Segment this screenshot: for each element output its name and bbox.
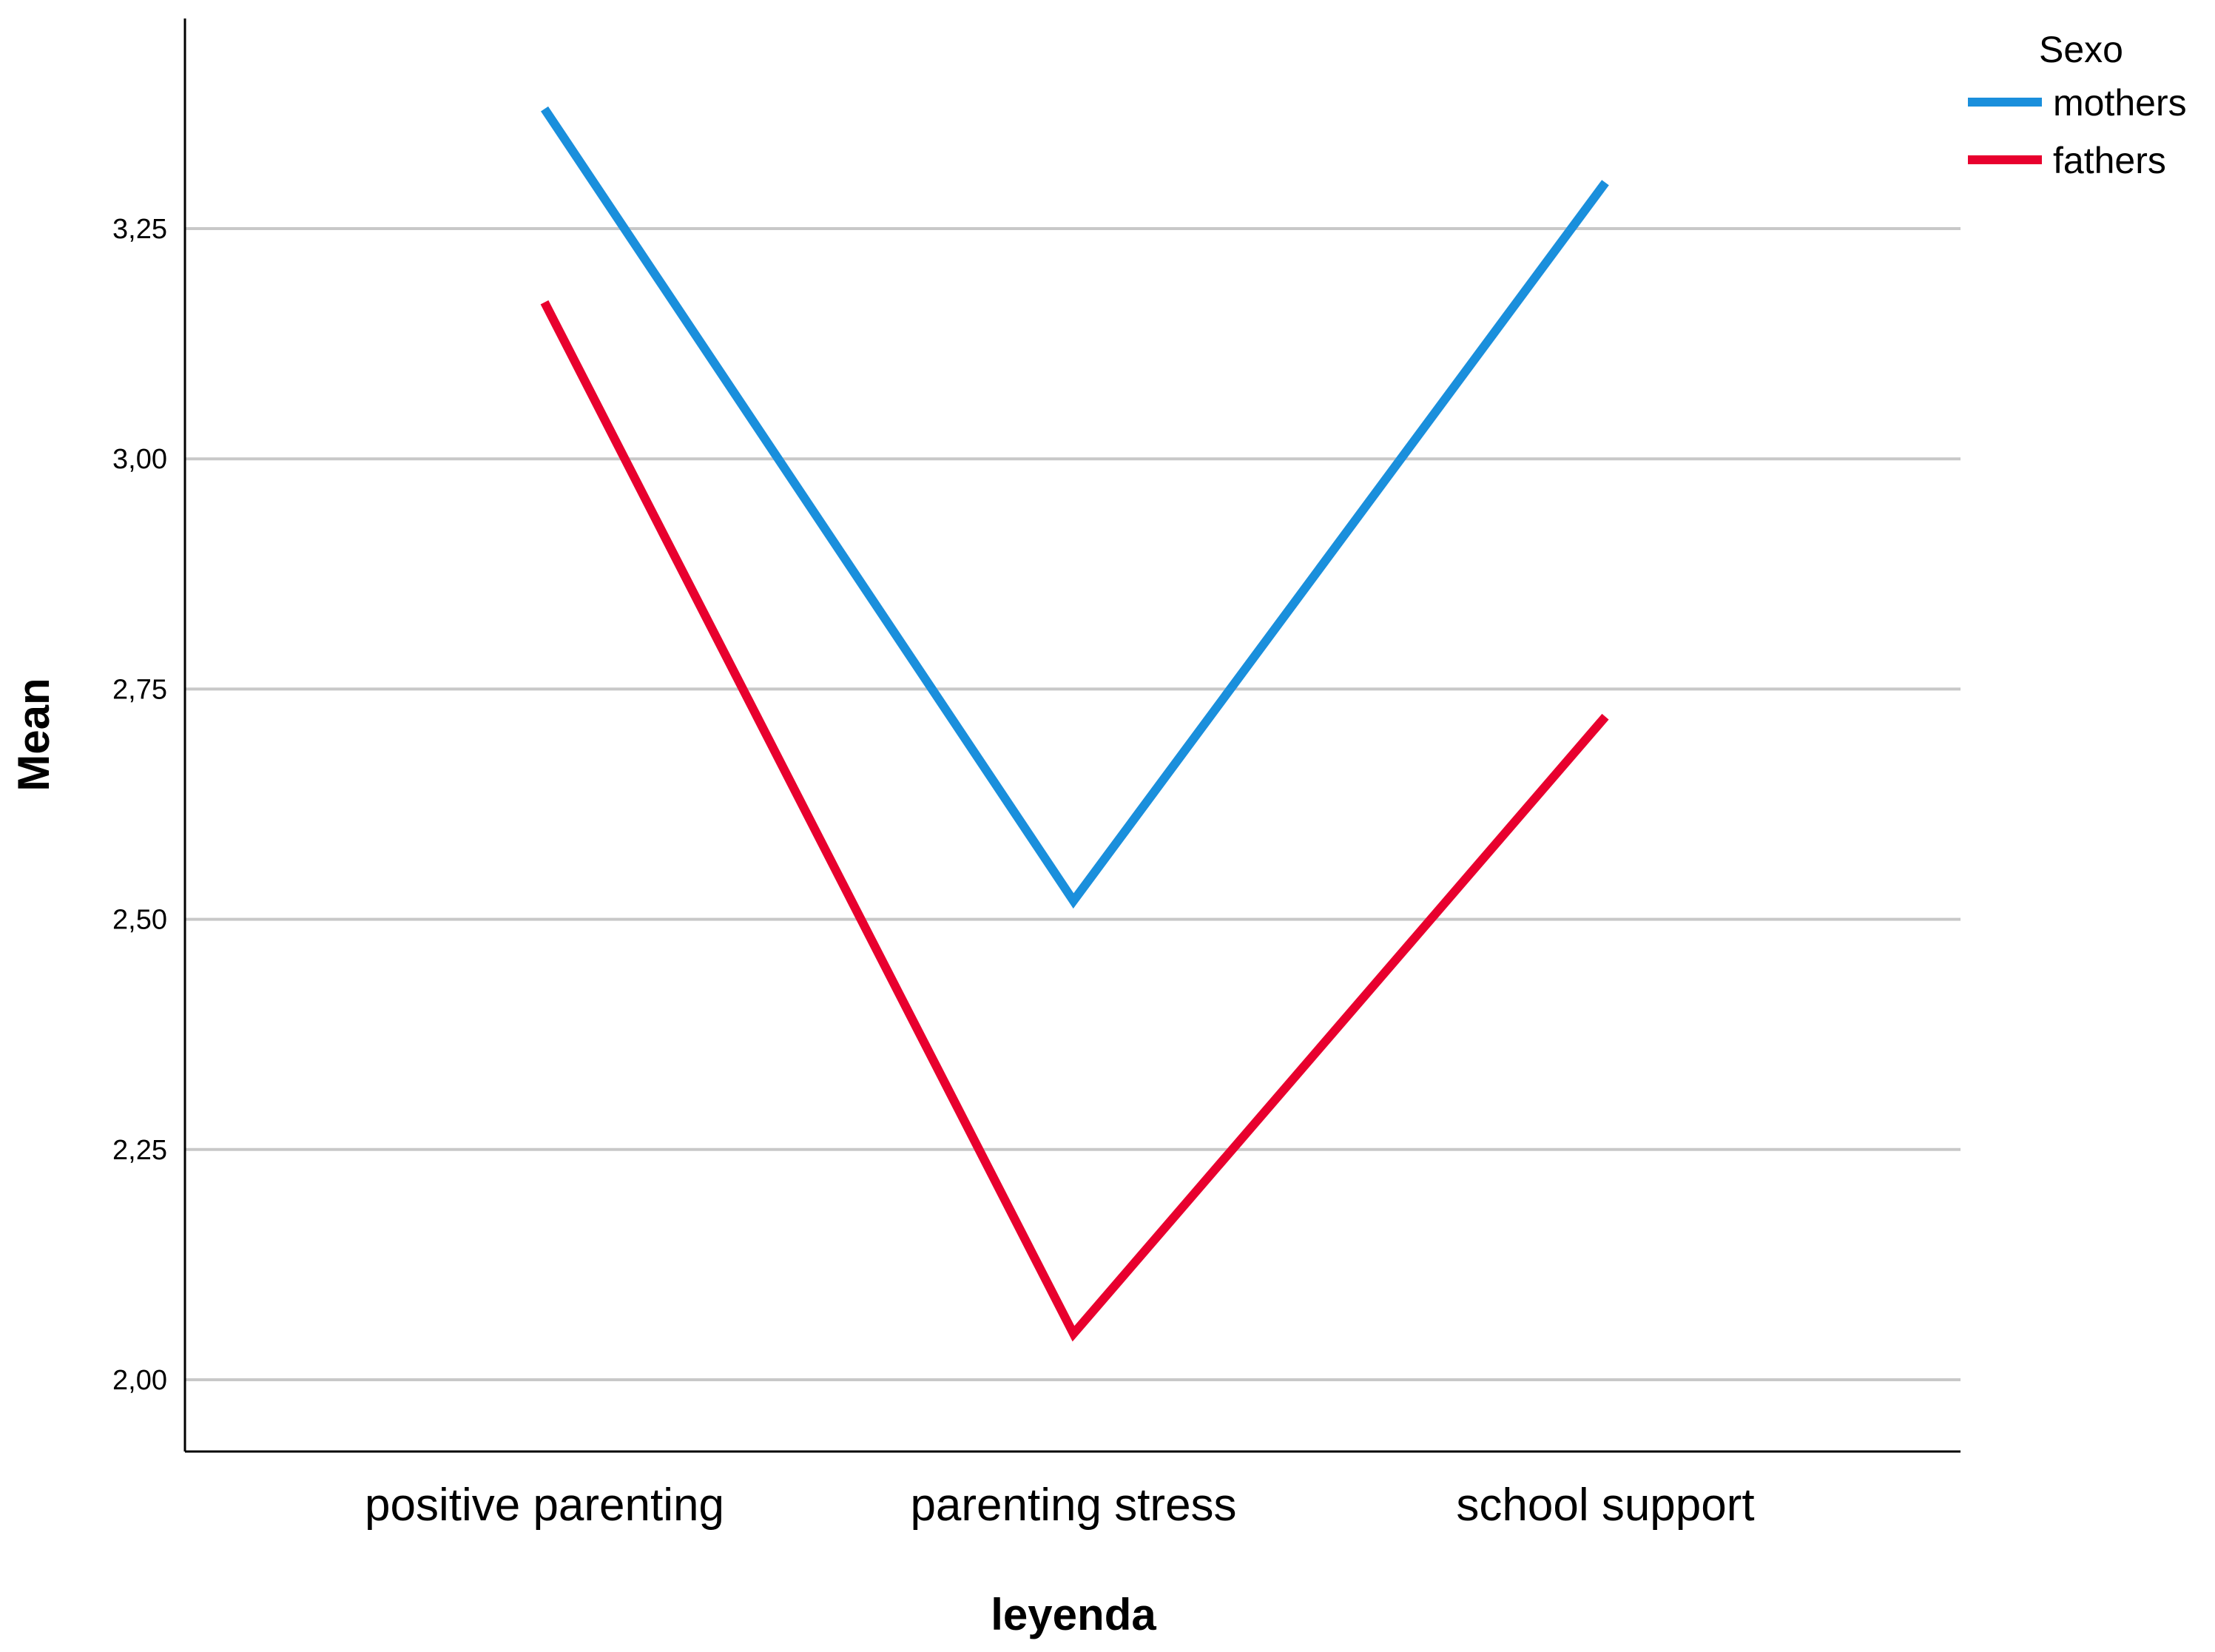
series-lines	[540, 106, 1609, 1342]
y-tick-label: 2,25	[112, 1135, 167, 1166]
y-tick-label: 3,00	[112, 444, 167, 475]
x-tick-label: parenting stress	[910, 1480, 1236, 1531]
legend-label-fathers: fathers	[2053, 140, 2166, 181]
x-axis-title: leyenda	[991, 1590, 1156, 1639]
series-line-fathers	[540, 300, 1609, 1342]
legend-items: mothers fathers	[1968, 82, 2187, 181]
y-axis-title: Mean	[9, 678, 58, 791]
legend-label-mothers: mothers	[2053, 82, 2187, 124]
y-tick-label: 2,00	[112, 1365, 167, 1396]
legend: Sexo mothers fathers	[1968, 29, 2187, 181]
x-tick-label: school support	[1456, 1480, 1754, 1531]
axes	[183, 18, 1961, 1453]
x-tick-labels: positive parenting parenting stress school…	[365, 1480, 1755, 1531]
y-tick-label: 3,25	[112, 214, 167, 245]
x-tick-label: positive parenting	[365, 1480, 724, 1531]
series-line-mothers	[541, 106, 1609, 909]
gridlines	[185, 227, 1961, 1381]
legend-title: Sexo	[2039, 29, 2123, 70]
y-tick-label: 2,75	[112, 674, 167, 705]
y-tick-labels: 2,00 2,25 2,50 2,75 3,00 3,25	[112, 214, 167, 1396]
y-tick-label: 2,50	[112, 905, 167, 936]
